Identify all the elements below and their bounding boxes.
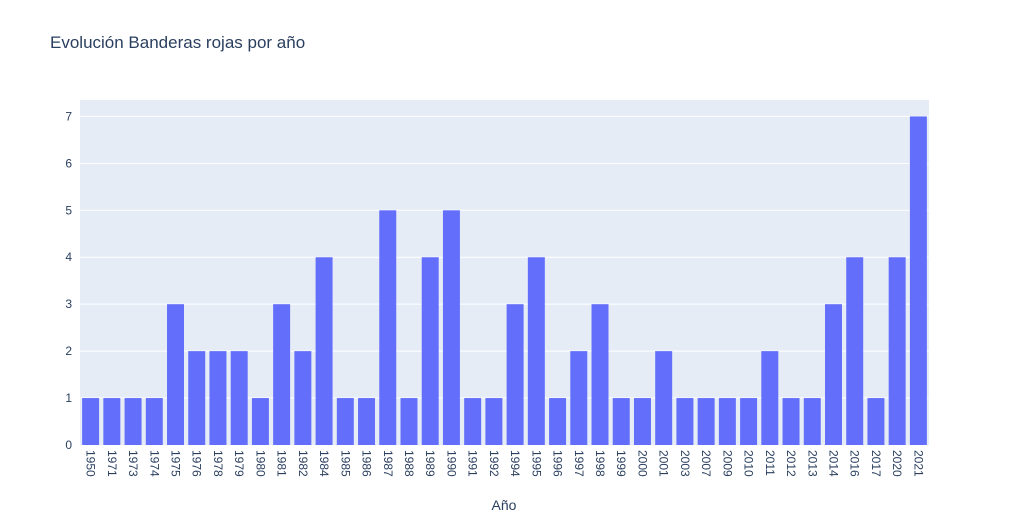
bar-2020[interactable]	[888, 257, 906, 445]
bar-1997[interactable]	[570, 351, 588, 445]
x-tick-label: 1950	[84, 450, 98, 477]
x-tick-label: 2014	[826, 450, 840, 477]
x-tick-label: 1978	[211, 450, 225, 477]
bar-1973[interactable]	[124, 398, 142, 445]
x-tick-label: 1985	[338, 450, 352, 477]
x-tick-label: 2013	[805, 450, 819, 477]
x-tick-label: 2009	[720, 450, 734, 477]
bar-1994[interactable]	[506, 304, 524, 445]
y-tick-label: 0	[65, 438, 72, 452]
x-tick-label: 2011	[763, 450, 777, 476]
bar-2010[interactable]	[740, 398, 758, 445]
bar-1996[interactable]	[549, 398, 567, 445]
x-tick-label: 2021	[911, 450, 925, 477]
bar-1986[interactable]	[358, 398, 376, 445]
x-tick-label: 1976	[190, 450, 204, 477]
bar-1985[interactable]	[336, 398, 354, 445]
bar-1980[interactable]	[251, 398, 269, 445]
x-tick-label: 1989	[423, 450, 437, 477]
x-tick-label: 1992	[487, 450, 501, 477]
y-tick-label: 1	[65, 391, 72, 405]
bar-1974[interactable]	[145, 398, 163, 445]
bar-1990[interactable]	[442, 210, 460, 445]
chart-title: Evolución Banderas rojas por año	[50, 33, 306, 52]
bar-1976[interactable]	[188, 351, 206, 445]
bar-2000[interactable]	[633, 398, 651, 445]
y-tick-label: 6	[65, 156, 72, 170]
x-tick-label: 1984	[317, 450, 331, 477]
bar-1982[interactable]	[294, 351, 312, 445]
bar-2001[interactable]	[655, 351, 673, 445]
y-tick-label: 5	[65, 203, 72, 217]
x-tick-label: 1973	[126, 450, 140, 477]
plot-area	[80, 100, 929, 445]
x-tick-label: 1979	[232, 450, 246, 477]
x-tick-label: 2007	[699, 450, 713, 477]
x-tick-label: 2003	[678, 450, 692, 477]
bar-2017[interactable]	[867, 398, 885, 445]
bar-1984[interactable]	[315, 257, 333, 445]
x-tick-label: 1974	[147, 450, 161, 477]
x-tick-label: 1991	[466, 450, 480, 477]
bar-1999[interactable]	[612, 398, 630, 445]
y-tick-label: 2	[65, 344, 72, 358]
x-tick-label: 1981	[275, 450, 289, 477]
bar-2003[interactable]	[676, 398, 694, 445]
x-tick-label: 1986	[360, 450, 374, 477]
x-tick-label: 1975	[169, 450, 183, 477]
x-tick-label: 2012	[784, 450, 798, 477]
x-tick-label: 1998	[593, 450, 607, 477]
x-tick-label: 2017	[869, 450, 883, 477]
bar-2016[interactable]	[846, 257, 864, 445]
bar-1998[interactable]	[591, 304, 609, 445]
bar-1988[interactable]	[400, 398, 418, 445]
x-tick-label: 1996	[551, 450, 565, 477]
bar-1971[interactable]	[103, 398, 121, 445]
y-tick-label: 7	[65, 109, 72, 123]
bar-2014[interactable]	[824, 304, 842, 445]
bar-1981[interactable]	[273, 304, 291, 445]
x-tick-label: 1997	[572, 450, 586, 477]
x-tick-label: 2000	[635, 450, 649, 477]
x-tick-label: 2020	[890, 450, 904, 477]
x-axis-title: Año	[492, 497, 517, 513]
x-tick-label: 1999	[614, 450, 628, 477]
bar-1950[interactable]	[82, 398, 100, 445]
x-tick-label: 1987	[381, 450, 395, 477]
y-tick-label: 4	[65, 250, 72, 264]
x-tick-label: 1982	[296, 450, 310, 477]
x-tick-label: 2010	[742, 450, 756, 477]
bar-2007[interactable]	[697, 398, 715, 445]
bar-1991[interactable]	[464, 398, 482, 445]
bars	[82, 116, 927, 445]
bar-1979[interactable]	[230, 351, 248, 445]
bar-1992[interactable]	[485, 398, 503, 445]
bar-1995[interactable]	[527, 257, 545, 445]
x-tick-label: 1980	[253, 450, 267, 477]
x-axis-ticks: 1950 1971 1973 1974 1975 1976 1978 1979 1980 1981…	[84, 450, 926, 477]
x-tick-label: 1988	[402, 450, 416, 477]
bar-2011[interactable]	[761, 351, 779, 445]
x-tick-label: 2001	[657, 450, 671, 477]
bar-2021[interactable]	[909, 116, 927, 445]
bar-1978[interactable]	[209, 351, 227, 445]
x-tick-label: 1990	[444, 450, 458, 477]
x-tick-label: 2016	[848, 450, 862, 477]
bar-2012[interactable]	[782, 398, 800, 445]
bar-2013[interactable]	[803, 398, 821, 445]
x-tick-label: 1971	[105, 450, 119, 477]
bar-2009[interactable]	[718, 398, 736, 445]
bar-1975[interactable]	[167, 304, 185, 445]
y-axis-ticks: 0 1 2 3 4 5 6 7	[65, 109, 72, 452]
bar-1987[interactable]	[379, 210, 397, 445]
x-tick-label: 1995	[529, 450, 543, 477]
y-tick-label: 3	[65, 297, 72, 311]
bar-1989[interactable]	[421, 257, 439, 445]
x-tick-label: 1994	[508, 450, 522, 477]
